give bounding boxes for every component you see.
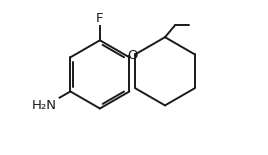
Text: F: F	[96, 12, 104, 25]
Text: H₂N: H₂N	[32, 99, 57, 112]
Text: O: O	[127, 49, 138, 62]
